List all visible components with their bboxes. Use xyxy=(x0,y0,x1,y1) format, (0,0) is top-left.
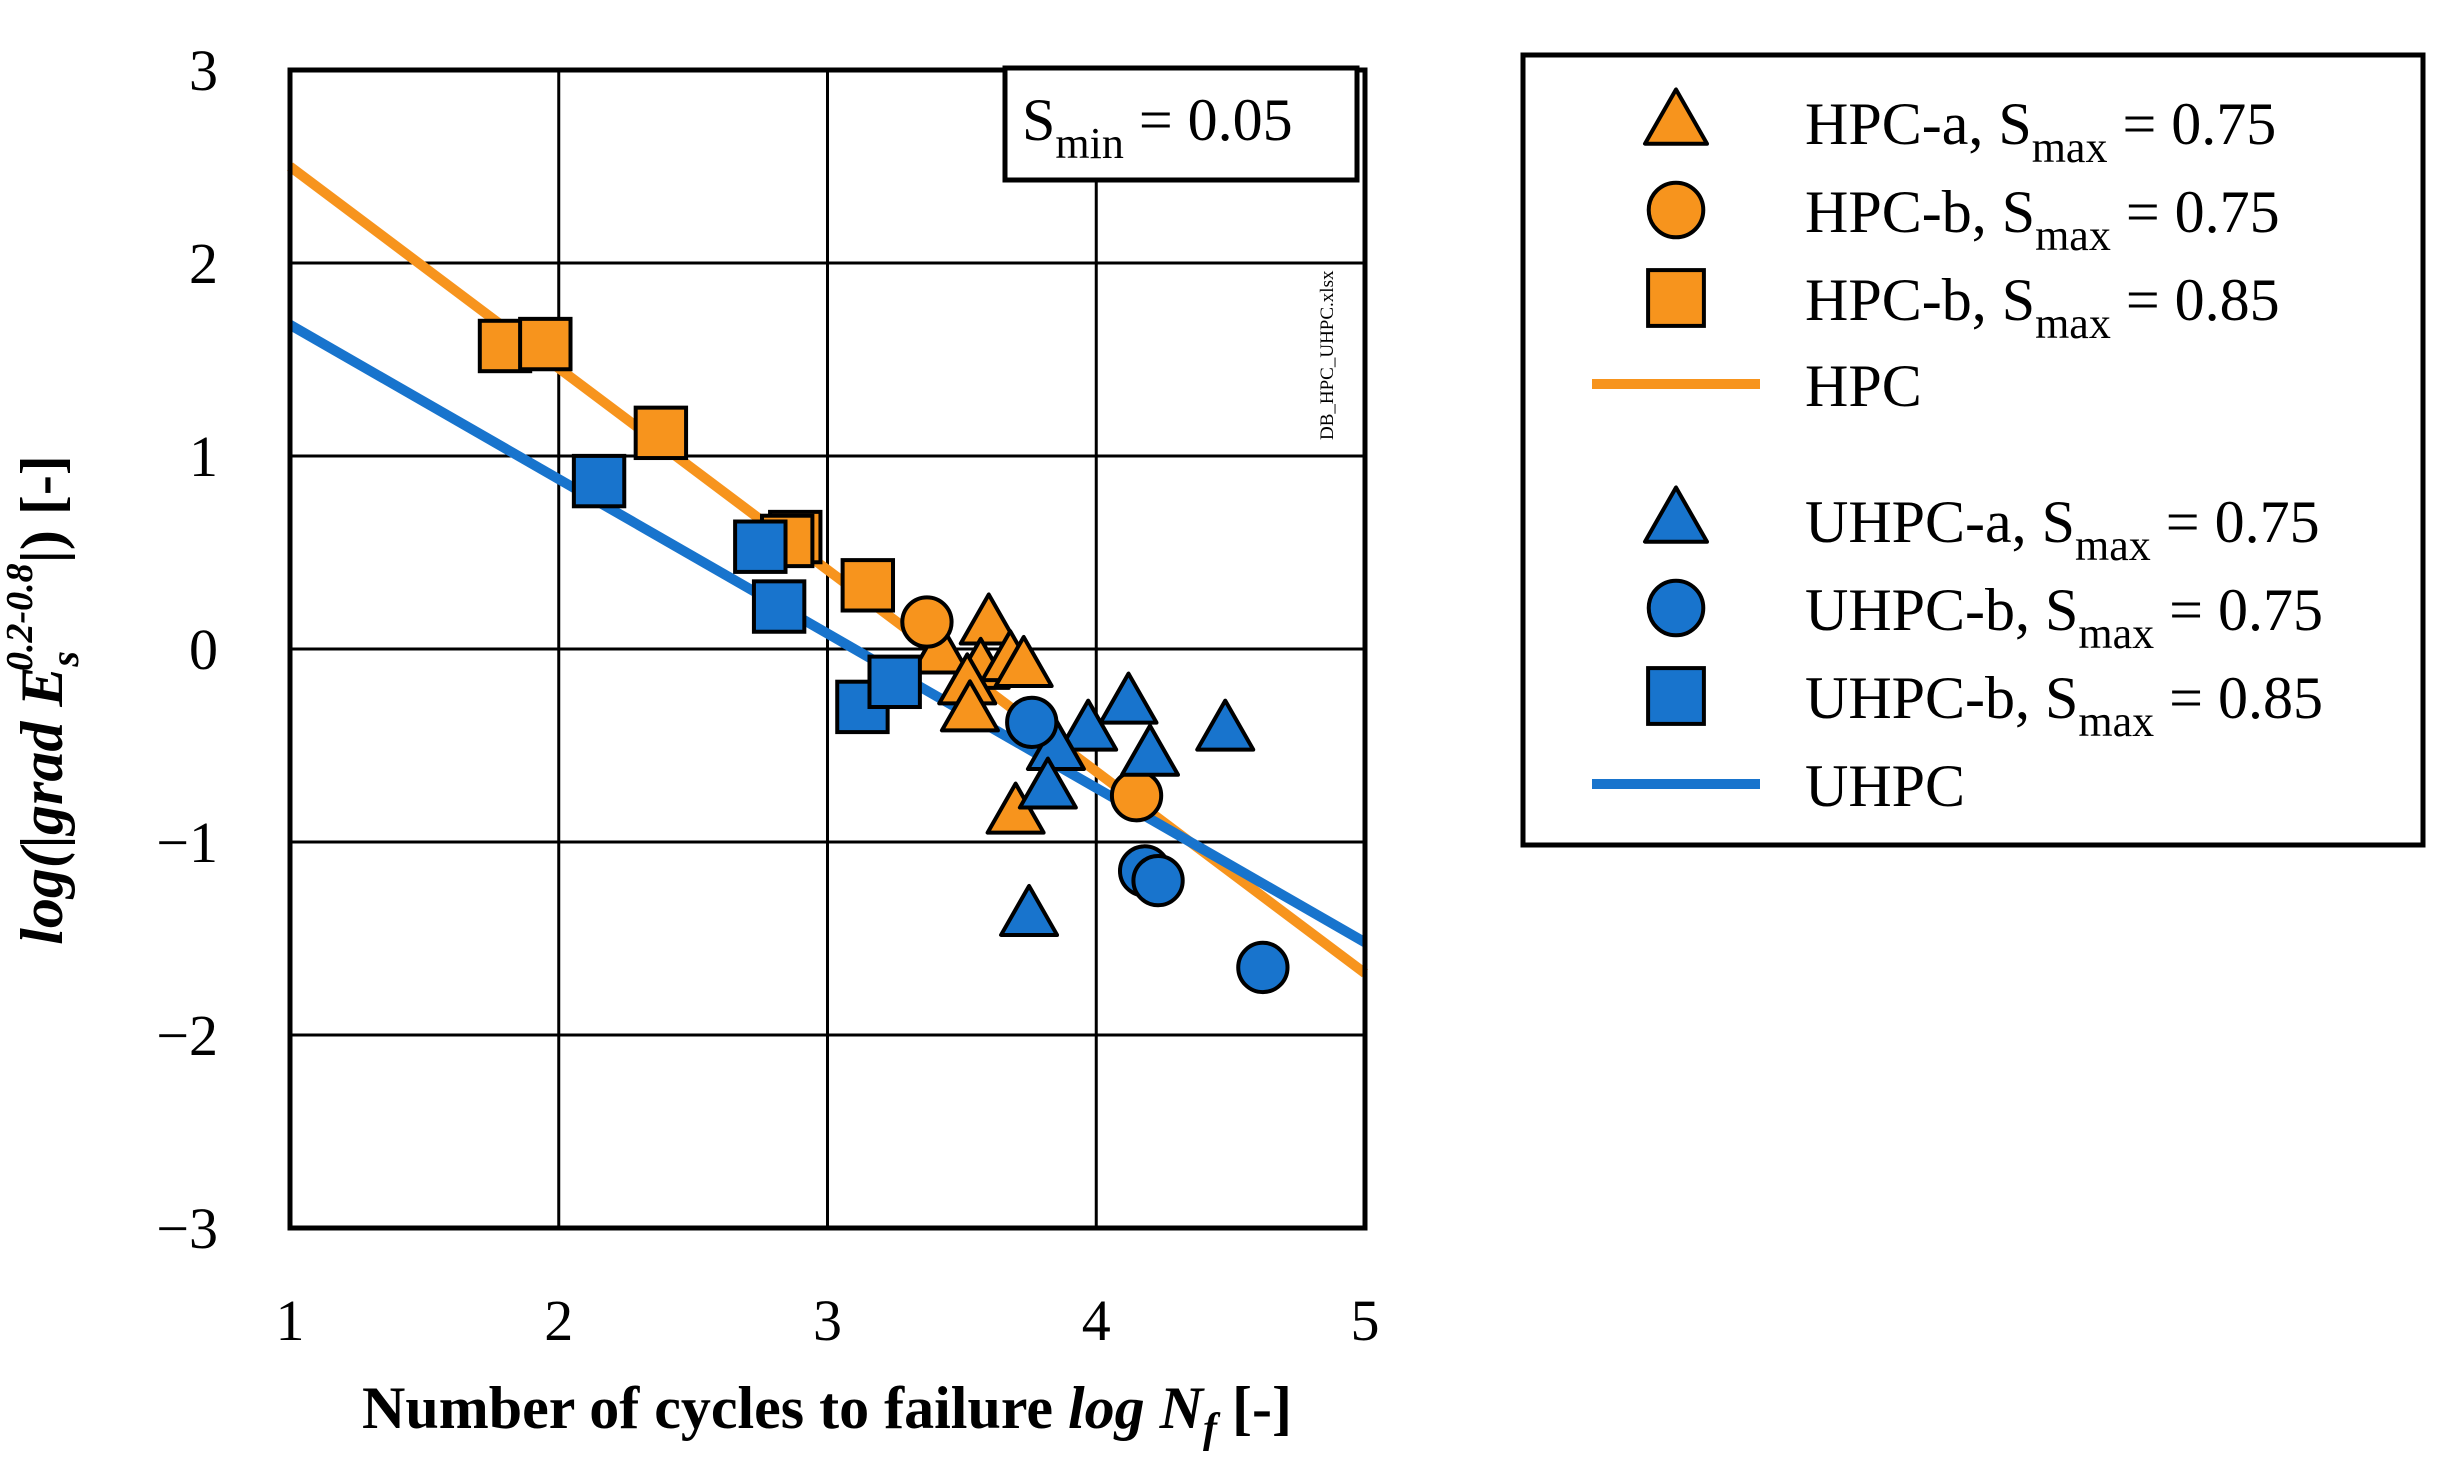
triangle-point xyxy=(1195,698,1256,752)
triangle-point xyxy=(1120,723,1180,777)
fit-line-uhpc xyxy=(287,320,1368,947)
legend-label: UHPC-a, Smax = 0.75 xyxy=(1805,489,2320,570)
legend-triangle-swatch xyxy=(1643,485,1709,544)
x-tick-label: 1 xyxy=(276,1288,305,1353)
smin-text: Smin = 0.05 xyxy=(1022,87,1293,168)
y-tick-label: 2 xyxy=(189,231,218,296)
legend-triangle-swatch xyxy=(1643,87,1709,146)
x-tick-label: 4 xyxy=(1082,1288,1111,1353)
triangle-point xyxy=(958,592,1019,646)
legend-entry: HPC xyxy=(1592,353,1922,419)
legend-entry: UHPC-b, Smax = 0.85 xyxy=(1646,665,2323,746)
legend-entry: HPC-a, Smax = 0.75 xyxy=(1643,87,2276,172)
circle-point xyxy=(1005,695,1059,749)
x-tick-label: 5 xyxy=(1351,1288,1380,1353)
smin-box xyxy=(1002,65,1360,183)
circle-point xyxy=(900,595,954,649)
square-point xyxy=(571,453,627,509)
x-tick-label: 3 xyxy=(813,1288,842,1353)
legend-circle-swatch xyxy=(1646,180,1706,240)
x-tick-label: 2 xyxy=(544,1288,573,1353)
legend-entry: HPC-b, Smax = 0.75 xyxy=(1646,179,2280,260)
legend-label: HPC xyxy=(1805,353,1922,419)
triangle-point xyxy=(1017,756,1078,810)
y-tick-label: −1 xyxy=(156,810,218,875)
tick-labels: 1 2 3 4 5 3 2 1 0 −1 −2 −3 xyxy=(156,38,1379,1353)
fit-lines xyxy=(286,162,1369,978)
legend-entry: HPC-b, Smax = 0.85 xyxy=(1646,267,2280,348)
legend-label: UHPC-b, Smax = 0.75 xyxy=(1805,577,2323,658)
legend-label: HPC-a, Smax = 0.75 xyxy=(1805,91,2276,172)
series-uhpc-a-smax-0-75 xyxy=(999,671,1256,937)
square-point xyxy=(518,316,573,372)
circle-point xyxy=(1236,940,1290,995)
triangle-point xyxy=(1058,698,1119,752)
square-point xyxy=(840,558,896,613)
circle-point xyxy=(1131,853,1185,908)
legend-square-swatch xyxy=(1646,268,1706,328)
smin-annotation: Smin = 0.05 xyxy=(1002,65,1360,183)
legend-label: HPC-b, Smax = 0.85 xyxy=(1805,267,2280,348)
plot-frame xyxy=(287,67,1368,1231)
legend-entry: UHPC-b, Smax = 0.75 xyxy=(1646,577,2323,658)
triangle-point xyxy=(1098,671,1159,725)
markers xyxy=(477,316,1290,995)
circle-point xyxy=(1109,769,1164,823)
file-tag: DB_HPC_UHPC.xlsx xyxy=(1317,270,1338,440)
legend-label: HPC-b, Smax = 0.75 xyxy=(1805,179,2280,260)
legend-entry: UHPC xyxy=(1592,753,1965,819)
y-tick-label: −2 xyxy=(156,1003,218,1068)
series-hpc-a-smax-0-75 xyxy=(910,592,1054,835)
legend-label: UHPC-b, Smax = 0.85 xyxy=(1805,665,2323,746)
square-point xyxy=(867,654,922,710)
legend-entry: UHPC-a, Smax = 0.75 xyxy=(1643,485,2320,570)
x-axis-label: Number of cycles to failure log Nf [-] xyxy=(362,1375,1292,1452)
triangle-point xyxy=(939,679,1000,733)
square-point xyxy=(733,519,788,574)
legend-circle-swatch xyxy=(1646,578,1706,638)
y-axis-label: log(|grad Es0.2-0.8|) [-] xyxy=(0,455,87,945)
y-tick-label: −3 xyxy=(156,1196,218,1261)
triangle-point xyxy=(999,883,1060,937)
triangle-point xyxy=(993,634,1054,688)
legend-label: UHPC xyxy=(1805,753,1965,819)
y-tick-label: 0 xyxy=(189,617,218,682)
series-uhpc-b-smax-0-85 xyxy=(571,453,922,735)
square-point xyxy=(633,405,689,461)
legend-square-swatch xyxy=(1646,666,1706,726)
series-hpc-b-smax-0-75 xyxy=(900,595,1164,823)
y-tick-label: 1 xyxy=(189,424,218,489)
square-point xyxy=(751,579,807,634)
series-uhpc-b-smax-0-75 xyxy=(1005,695,1290,995)
y-tick-label: 3 xyxy=(189,38,218,103)
grid xyxy=(290,70,1365,1228)
